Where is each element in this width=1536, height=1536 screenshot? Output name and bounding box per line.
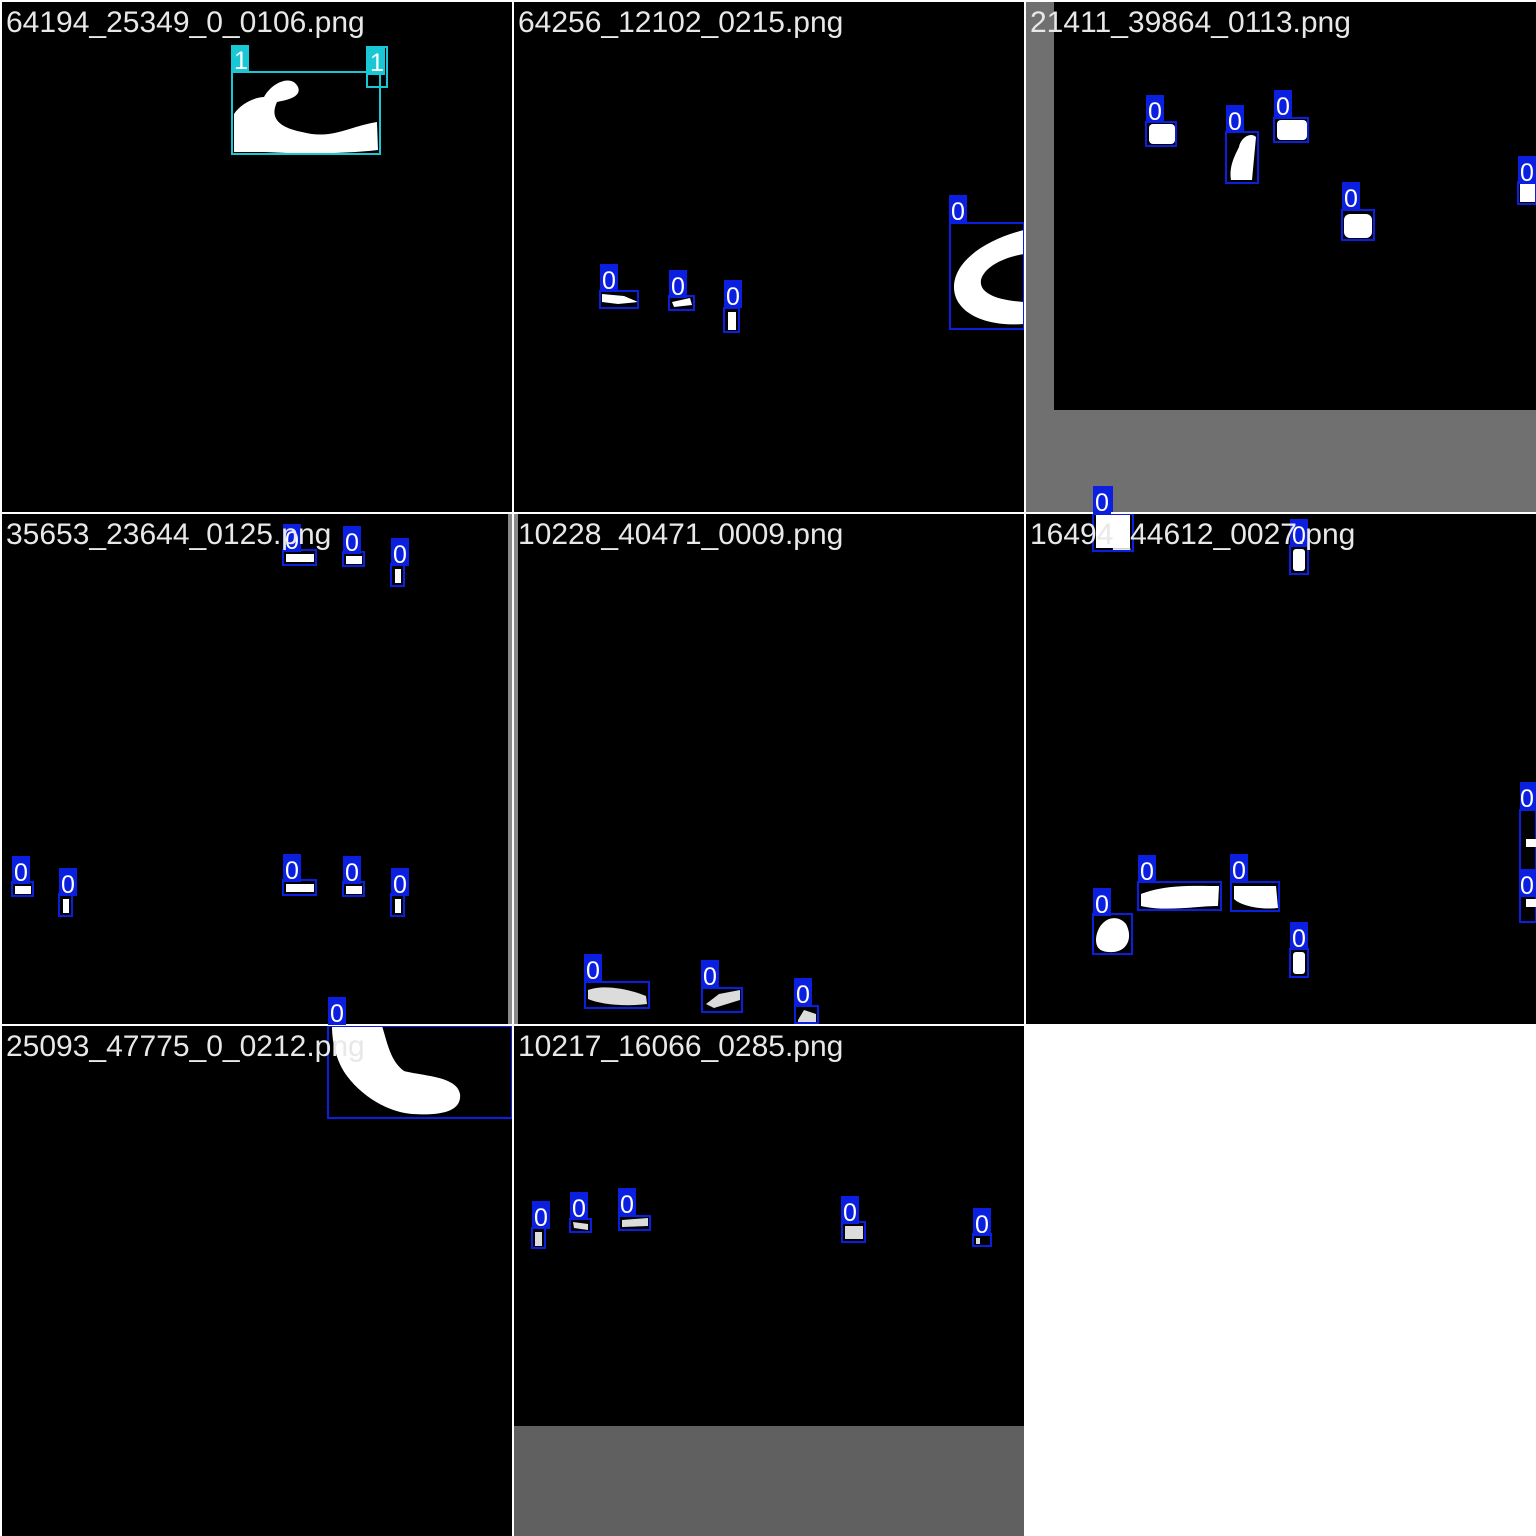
detection-label: 0 bbox=[703, 963, 717, 991]
detection-label: 1 bbox=[234, 47, 248, 75]
detection-label: 0 bbox=[975, 1211, 989, 1239]
label-anchor bbox=[328, 1026, 346, 1028]
detection-label: 0 bbox=[1344, 185, 1358, 213]
detection-label: 0 bbox=[620, 1191, 634, 1219]
detection-label: 0 bbox=[1140, 858, 1154, 886]
grid-tile-8: 0 0 0 0 0 10217_16066_0285.png bbox=[514, 1026, 1024, 1536]
detection-label: 0 bbox=[393, 871, 407, 899]
detection-label: 0 bbox=[671, 273, 685, 301]
mask-image-7 bbox=[327, 1026, 512, 1119]
detection-label: 0 bbox=[1148, 98, 1162, 126]
grid-tile-2: 0 0 0 0 64256_12102_0215.png bbox=[514, 2, 1024, 512]
detection-label: 0 bbox=[285, 527, 299, 555]
detection-label: 0 bbox=[61, 871, 75, 899]
empty-grid-cell bbox=[1025, 1025, 1536, 1536]
detection-label: 0 bbox=[1520, 872, 1534, 900]
mask-image-1: 1 1 bbox=[231, 45, 388, 155]
detection-label: 1 bbox=[370, 49, 384, 77]
detection-label: 0 bbox=[951, 198, 965, 226]
detection-label: 0 bbox=[602, 267, 616, 295]
mask-image-6: 0 0 0 0 0 0 0 bbox=[1092, 514, 1536, 978]
tile-filename: 25093_47775_0_0212.png bbox=[6, 1030, 365, 1063]
grid-tile-6: 0 0 0 0 0 0 0 16494_44612_0027.png bbox=[1026, 514, 1536, 1024]
detection-label: 0 bbox=[1095, 891, 1109, 919]
detection-label: 0 bbox=[345, 529, 359, 557]
grid-tile-1: 1 1 64194_25349_0_0106.png bbox=[2, 2, 512, 512]
tile-filename: 64256_12102_0215.png bbox=[518, 6, 844, 39]
grid-tile-3: 0 0 0 0 0 0 21411_39864_0113.png bbox=[1026, 2, 1536, 512]
grid-tile-5: 0 0 0 10228_40471_0009.png bbox=[514, 514, 1024, 1024]
detection-label: 0 bbox=[14, 859, 28, 887]
detection-label: 0 bbox=[843, 1199, 857, 1227]
grid-tile-7: 25093_47775_0_0212.png bbox=[2, 1026, 512, 1536]
tile-filename: 21411_39864_0113.png bbox=[1030, 6, 1351, 39]
detection-label: 0 bbox=[1520, 159, 1534, 187]
detection-label: 0 bbox=[1232, 857, 1246, 885]
detection-label: 0 bbox=[726, 283, 740, 311]
mask-image-3: 0 0 0 0 0 0 bbox=[1026, 2, 1536, 512]
tile-filename: 10228_40471_0009.png bbox=[518, 518, 844, 551]
tile-filename: 16494_44612_0027.png bbox=[1030, 518, 1356, 551]
mask-image-8: 0 0 0 0 0 bbox=[514, 1188, 1024, 1536]
detection-label: 0 bbox=[345, 859, 359, 887]
detection-label: 0 bbox=[1276, 93, 1290, 121]
detection-label: 0 bbox=[1228, 108, 1242, 136]
detection-label: 0 bbox=[796, 981, 810, 1009]
mask-image-2: 0 0 0 0 bbox=[599, 195, 1024, 333]
grid-tile-4: 0 0 0 0 0 0 0 0 0 35653_23644_0125.png bbox=[2, 514, 512, 1024]
tile-filename: 10217_16066_0285.png bbox=[518, 1030, 844, 1063]
tile-filename: 64194_25349_0_0106.png bbox=[6, 6, 365, 39]
detection-label: 0 bbox=[586, 957, 600, 985]
tile-filename: 35653_23644_0125.png bbox=[6, 518, 332, 551]
detection-label: 0 bbox=[393, 541, 407, 569]
detection-label: 0 bbox=[1292, 522, 1306, 550]
detection-label: 0 bbox=[1292, 925, 1306, 953]
detection-label: 0 bbox=[285, 857, 299, 885]
detection-box bbox=[231, 71, 381, 155]
mask-image-4: 0 0 0 0 0 0 0 0 0 bbox=[11, 514, 512, 1024]
mask-image-5: 0 0 0 bbox=[514, 514, 819, 1024]
detection-label: 0 bbox=[330, 1000, 344, 1024]
detection-label: 0 bbox=[572, 1195, 586, 1223]
detection-label: 0 bbox=[1095, 488, 1109, 512]
detection-label: 0 bbox=[1520, 785, 1534, 813]
detection-label: 0 bbox=[534, 1204, 548, 1232]
